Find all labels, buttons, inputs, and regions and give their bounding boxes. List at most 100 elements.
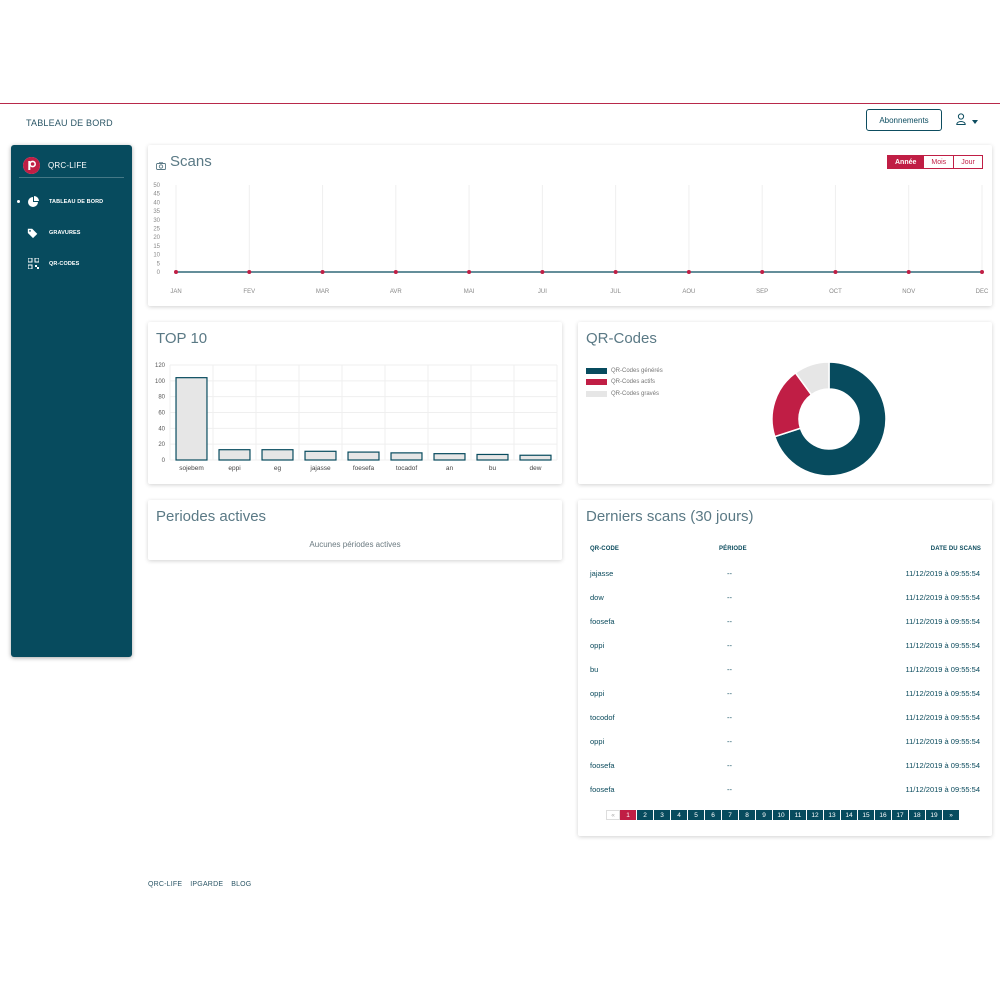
pagination-page-17[interactable]: 17 [892, 810, 909, 820]
table-row[interactable]: foosefa -- 11/12/2019 à 09:55:54 [578, 617, 992, 641]
bar [476, 453, 509, 461]
period-cell: -- [727, 689, 732, 698]
table-row[interactable]: foosefa -- 11/12/2019 à 09:55:54 [578, 761, 992, 785]
scan-date-cell: 11/12/2019 à 09:55:54 [905, 737, 980, 746]
data-point [833, 270, 838, 274]
bar [304, 450, 337, 461]
column-header-qr-code[interactable]: QR-CODE [590, 546, 620, 552]
sidebar-item-gravures[interactable]: GRAVURES [11, 217, 132, 248]
pagination-page-13[interactable]: 13 [824, 810, 841, 820]
sidebar-item-dashboard[interactable]: TABLEAU DE BORD [11, 186, 132, 217]
table-row[interactable]: oppi -- 11/12/2019 à 09:55:54 [578, 641, 992, 665]
pagination-page-7[interactable]: 7 [722, 810, 739, 820]
table-row[interactable]: jajasse -- 11/12/2019 à 09:55:54 [578, 569, 992, 593]
top10-title: TOP 10 [156, 330, 208, 347]
qr-code-cell[interactable]: oppi [590, 641, 605, 650]
qr-code-cell[interactable]: jajasse [590, 569, 614, 578]
data-point [320, 270, 325, 274]
pagination-prev-button[interactable]: « [606, 810, 620, 820]
period-cell: -- [727, 569, 732, 578]
pagination-page-8[interactable]: 8 [739, 810, 756, 820]
pagination-next-button[interactable]: » [943, 810, 960, 820]
qr-code-cell[interactable]: tocodof [590, 713, 615, 722]
pie-chart-icon [27, 195, 39, 208]
footer-link-ipgarde[interactable]: IPGARDE [190, 881, 224, 888]
legend-item[interactable]: QR-Codes actifs [586, 377, 663, 389]
scan-date-cell: 11/12/2019 à 09:55:54 [905, 689, 980, 698]
scans-card: Scans Année Mois Jour JAN FEV MAR AVR MAI JUI… [148, 145, 992, 306]
scans-line-chart: JAN FEV MAR AVR MAI JUI JUL AOU SEP OCT NOV DEC 0 5 10… [153, 183, 989, 295]
chevron-down-icon[interactable] [972, 120, 978, 124]
pagination-page-2[interactable]: 2 [637, 810, 654, 820]
qr-code-cell[interactable]: bu [590, 665, 599, 674]
pagination-page-14[interactable]: 14 [841, 810, 858, 820]
pagination-page-15[interactable]: 15 [858, 810, 875, 820]
column-header-scan-date[interactable]: DATE DU SCANS [930, 546, 981, 552]
table-row[interactable]: oppi -- 11/12/2019 à 09:55:54 [578, 689, 992, 713]
x-tick-label: MAR [316, 289, 330, 295]
pagination-page-3[interactable]: 3 [654, 810, 671, 820]
tags-icon [27, 227, 39, 239]
top10-bar-chart: 0 20 40 60 80 100 120 sojebem eppi eg jajasse foese… [155, 363, 558, 472]
y-tick-label: 0 [162, 458, 166, 464]
data-point [760, 270, 765, 274]
legend-item[interactable]: QR-Codes générés [586, 365, 663, 377]
pagination-page-6[interactable]: 6 [705, 810, 722, 820]
table-row[interactable]: bu -- 11/12/2019 à 09:55:54 [578, 665, 992, 689]
scan-date-cell: 11/12/2019 à 09:55:54 [905, 665, 980, 674]
scan-date-cell: 11/12/2019 à 09:55:54 [905, 785, 980, 794]
y-tick-label: 60 [158, 411, 165, 417]
scan-date-cell: 11/12/2019 à 09:55:54 [905, 617, 980, 626]
x-tick-label: sojebem [179, 465, 204, 472]
qr-code-cell[interactable]: oppi [590, 689, 605, 698]
x-tick-label: JAN [170, 289, 181, 295]
table-row[interactable]: tocodof -- 11/12/2019 à 09:55:54 [578, 713, 992, 737]
pagination-page-1[interactable]: 1 [620, 810, 637, 820]
footer-link-qrc-life[interactable]: QRC-LIFE [148, 881, 183, 888]
pagination-page-12[interactable]: 12 [807, 810, 824, 820]
pagination-page-19[interactable]: 19 [926, 810, 943, 820]
camera-icon [156, 157, 166, 175]
period-day-button[interactable]: Jour [954, 155, 983, 169]
pagination-page-4[interactable]: 4 [671, 810, 688, 820]
qr-code-cell[interactable]: foosefa [590, 617, 615, 626]
period-cell: -- [727, 713, 732, 722]
pagination-page-18[interactable]: 18 [909, 810, 926, 820]
data-point [980, 270, 984, 274]
x-tick-label: eg [274, 465, 282, 472]
qr-code-cell[interactable]: dow [590, 593, 604, 602]
legend-item[interactable]: QR-Codes gravés [586, 388, 663, 400]
user-menu[interactable] [956, 112, 978, 130]
empty-state-text: Aucunes périodes actives [309, 540, 401, 549]
x-tick-label: NOV [902, 289, 915, 295]
pagination-page-11[interactable]: 11 [790, 810, 807, 820]
data-point [174, 270, 178, 274]
brand[interactable]: QRC-LIFE [11, 145, 132, 177]
legend-label: QR-Codes générés [611, 367, 663, 374]
sidebar-divider [19, 177, 124, 178]
period-month-button[interactable]: Mois [924, 155, 955, 169]
y-tick-label: 10 [153, 253, 160, 259]
qr-code-cell[interactable]: foosefa [590, 761, 615, 770]
column-header-period[interactable]: PÉRIODE [719, 546, 747, 552]
period-year-button[interactable]: Année [887, 155, 925, 169]
x-tick-label: AVR [390, 289, 403, 295]
pagination-page-10[interactable]: 10 [773, 810, 790, 820]
table-row[interactable]: dow -- 11/12/2019 à 09:55:54 [578, 593, 992, 617]
qr-code-cell[interactable]: oppi [590, 737, 605, 746]
subscriptions-button[interactable]: Abonnements [866, 109, 942, 131]
user-icon[interactable] [956, 112, 966, 130]
qrcodes-legend: QR-Codes générés QR-Codes actifs QR-Code… [586, 365, 663, 400]
page-title: TABLEAU DE BORD [26, 118, 113, 128]
table-row[interactable]: foosefa -- 11/12/2019 à 09:55:54 [578, 785, 992, 809]
x-tick-label: MAI [464, 289, 475, 295]
pagination-page-5[interactable]: 5 [688, 810, 705, 820]
qr-code-cell[interactable]: foosefa [590, 785, 615, 794]
pagination-page-16[interactable]: 16 [875, 810, 892, 820]
pagination-page-9[interactable]: 9 [756, 810, 773, 820]
sidebar-item-qr-codes[interactable]: QR-CODES [11, 248, 132, 279]
qrcodes-card: QR-Codes QR-Codes générés QR-Codes actif… [578, 322, 992, 484]
footer-link-blog[interactable]: BLOG [231, 881, 252, 888]
scan-date-cell: 11/12/2019 à 09:55:54 [905, 569, 980, 578]
table-row[interactable]: oppi -- 11/12/2019 à 09:55:54 [578, 737, 992, 761]
